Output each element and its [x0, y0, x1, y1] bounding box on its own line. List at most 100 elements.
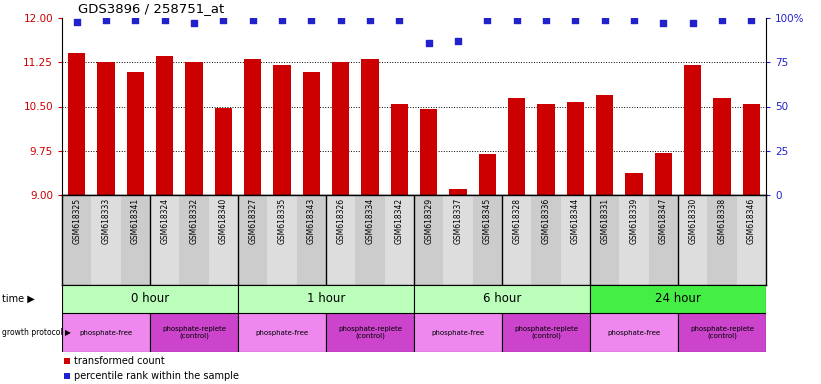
Bar [186, 62, 203, 195]
Bar [296, 195, 326, 285]
Point [305, 17, 318, 23]
Point [217, 17, 230, 23]
Bar [91, 195, 121, 285]
Text: GSM618331: GSM618331 [600, 198, 609, 244]
Bar [626, 172, 643, 195]
Point [569, 17, 582, 23]
Text: phosphate-replete
(control): phosphate-replete (control) [338, 326, 402, 339]
Bar [121, 195, 150, 285]
Bar [209, 195, 238, 285]
Bar [590, 195, 619, 285]
Bar [238, 195, 268, 285]
Point [481, 17, 494, 23]
Point [510, 17, 523, 23]
Bar [326, 195, 355, 285]
Point [599, 17, 612, 23]
Bar [566, 102, 584, 195]
Bar [385, 195, 414, 285]
Text: 6 hour: 6 hour [483, 293, 521, 306]
Text: phosphate-replete
(control): phosphate-replete (control) [690, 326, 754, 339]
Bar [502, 313, 590, 352]
Bar [355, 195, 385, 285]
Text: GSM618342: GSM618342 [395, 198, 404, 244]
Bar [64, 373, 70, 379]
Bar [678, 313, 766, 352]
Bar [332, 62, 350, 195]
Bar [736, 195, 766, 285]
Bar [68, 53, 85, 195]
Bar [414, 313, 502, 352]
Text: GSM618336: GSM618336 [542, 198, 551, 244]
Point [129, 17, 142, 23]
Bar [473, 195, 502, 285]
Point [275, 17, 288, 23]
Text: GSM618344: GSM618344 [571, 198, 580, 244]
Bar [150, 195, 179, 285]
Bar [596, 95, 613, 195]
Text: GSM618346: GSM618346 [747, 198, 756, 244]
Text: GSM618324: GSM618324 [160, 198, 169, 244]
Point [246, 17, 259, 23]
Bar [62, 285, 238, 313]
Text: GSM618329: GSM618329 [424, 198, 433, 244]
Point [392, 17, 406, 23]
Bar [561, 195, 590, 285]
Text: GSM618345: GSM618345 [483, 198, 492, 244]
Bar [590, 313, 678, 352]
Bar [150, 313, 238, 352]
Bar [156, 56, 173, 195]
Bar [64, 358, 70, 364]
Point [686, 20, 699, 26]
Point [539, 17, 553, 23]
Text: time ▶: time ▶ [2, 294, 34, 304]
Bar [502, 195, 531, 285]
Text: GSM618332: GSM618332 [190, 198, 199, 244]
Bar [449, 189, 467, 195]
Text: transformed count: transformed count [74, 356, 165, 366]
Bar [391, 104, 408, 195]
Bar [479, 154, 496, 195]
Text: phosphate-replete
(control): phosphate-replete (control) [514, 326, 578, 339]
Bar [244, 59, 261, 195]
Point [452, 38, 465, 44]
Text: 1 hour: 1 hour [307, 293, 345, 306]
Bar [361, 59, 378, 195]
Text: phosphate-free: phosphate-free [608, 329, 661, 336]
Point [158, 17, 172, 23]
Text: phosphate-replete
(control): phosphate-replete (control) [162, 326, 226, 339]
Bar [238, 313, 326, 352]
Text: phosphate-free: phosphate-free [432, 329, 484, 336]
Bar [537, 104, 555, 195]
Bar [302, 72, 320, 195]
Text: GSM618326: GSM618326 [336, 198, 345, 244]
Bar [420, 109, 438, 195]
Text: GSM618339: GSM618339 [630, 198, 639, 244]
Text: GSM618335: GSM618335 [277, 198, 287, 244]
Bar [97, 62, 115, 195]
Text: 0 hour: 0 hour [131, 293, 169, 306]
Text: GSM618343: GSM618343 [307, 198, 316, 244]
Bar [508, 98, 525, 195]
Text: GSM618340: GSM618340 [219, 198, 228, 244]
Bar [179, 195, 209, 285]
Point [422, 40, 435, 46]
Text: percentile rank within the sample: percentile rank within the sample [74, 371, 239, 381]
Text: GSM618327: GSM618327 [248, 198, 257, 244]
Text: GSM618325: GSM618325 [72, 198, 81, 244]
Text: GSM618337: GSM618337 [453, 198, 462, 244]
Bar [238, 285, 414, 313]
Text: GSM618347: GSM618347 [658, 198, 667, 244]
Point [99, 17, 112, 23]
Bar [443, 195, 473, 285]
Bar [713, 98, 731, 195]
Point [745, 17, 758, 23]
Text: growth protocol ▶: growth protocol ▶ [2, 328, 71, 337]
Bar [742, 104, 760, 195]
Point [364, 17, 377, 23]
Text: GDS3896 / 258751_at: GDS3896 / 258751_at [79, 2, 225, 15]
Text: GSM618338: GSM618338 [718, 198, 727, 244]
Bar [619, 195, 649, 285]
Bar [531, 195, 561, 285]
Text: phosphate-free: phosphate-free [255, 329, 309, 336]
Point [187, 20, 200, 26]
